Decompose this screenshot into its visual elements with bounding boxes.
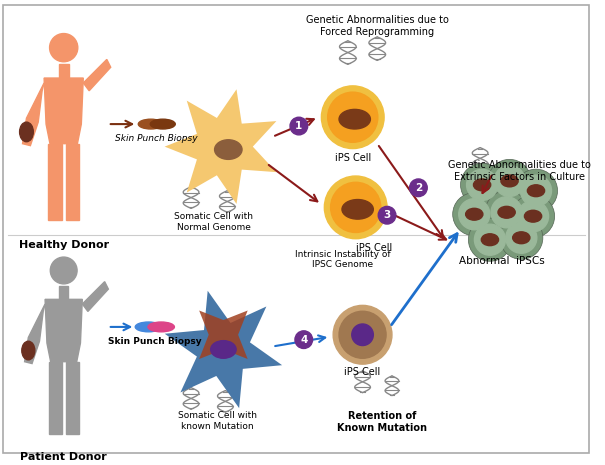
- Ellipse shape: [474, 179, 491, 191]
- Circle shape: [500, 216, 543, 259]
- Circle shape: [488, 159, 531, 202]
- Ellipse shape: [19, 122, 33, 142]
- Circle shape: [491, 197, 522, 228]
- Ellipse shape: [352, 324, 373, 345]
- Circle shape: [290, 117, 308, 135]
- Circle shape: [410, 179, 427, 197]
- Polygon shape: [199, 311, 247, 359]
- Bar: [48, 144, 62, 220]
- Circle shape: [328, 92, 378, 142]
- Text: 1: 1: [295, 121, 302, 131]
- Circle shape: [378, 206, 396, 224]
- Polygon shape: [22, 83, 44, 146]
- Circle shape: [466, 169, 498, 200]
- Text: Skin Punch Biopsy: Skin Punch Biopsy: [116, 134, 198, 143]
- Bar: [59, 286, 68, 299]
- Text: 3: 3: [384, 210, 391, 220]
- Ellipse shape: [512, 232, 530, 244]
- Bar: [65, 362, 79, 434]
- Circle shape: [460, 163, 503, 206]
- Circle shape: [321, 86, 384, 149]
- Circle shape: [511, 195, 555, 238]
- Circle shape: [517, 201, 549, 232]
- Polygon shape: [82, 282, 108, 312]
- Circle shape: [324, 176, 387, 239]
- Circle shape: [468, 218, 511, 261]
- Text: Somatic Cell with
known Mutation: Somatic Cell with known Mutation: [178, 411, 257, 431]
- Bar: [49, 362, 62, 434]
- Text: iPS Cell: iPS Cell: [344, 367, 381, 377]
- Ellipse shape: [139, 119, 163, 129]
- Bar: [66, 144, 79, 220]
- Polygon shape: [45, 299, 82, 362]
- Text: Somatic Cell with
Normal Genome: Somatic Cell with Normal Genome: [174, 213, 253, 232]
- Circle shape: [520, 175, 552, 206]
- Text: Healthy Donor: Healthy Donor: [19, 240, 109, 250]
- Circle shape: [485, 191, 528, 234]
- Ellipse shape: [150, 119, 175, 129]
- Circle shape: [295, 331, 313, 348]
- Text: 4: 4: [300, 335, 307, 345]
- Circle shape: [339, 311, 386, 358]
- Text: iPS Cell: iPS Cell: [335, 153, 371, 164]
- Ellipse shape: [501, 175, 518, 187]
- Circle shape: [459, 199, 490, 230]
- Ellipse shape: [528, 185, 544, 197]
- Ellipse shape: [466, 208, 483, 220]
- Text: Abnormal  iPSCs: Abnormal iPSCs: [459, 256, 544, 266]
- Ellipse shape: [22, 341, 35, 360]
- Polygon shape: [25, 304, 45, 364]
- Polygon shape: [165, 89, 276, 204]
- Text: Intrinsic Instability of
IPSC Genome: Intrinsic Instability of IPSC Genome: [295, 250, 391, 269]
- Ellipse shape: [525, 210, 541, 222]
- Text: Genetic Abnormalities due to
Extrinsic Factors in Culture: Genetic Abnormalities due to Extrinsic F…: [448, 160, 590, 182]
- Circle shape: [453, 193, 496, 236]
- Circle shape: [506, 222, 537, 253]
- Text: Retention of
Known Mutation: Retention of Known Mutation: [337, 411, 427, 433]
- Polygon shape: [44, 78, 83, 144]
- Ellipse shape: [498, 206, 515, 218]
- Bar: [59, 64, 68, 78]
- Circle shape: [330, 182, 381, 232]
- Circle shape: [474, 224, 505, 255]
- Text: iPS Cell: iPS Cell: [356, 243, 392, 252]
- Text: Patient Donor: Patient Donor: [21, 452, 107, 462]
- Circle shape: [514, 169, 558, 213]
- Circle shape: [50, 257, 77, 284]
- Ellipse shape: [482, 234, 499, 246]
- Circle shape: [50, 33, 78, 62]
- Ellipse shape: [211, 341, 236, 358]
- Polygon shape: [83, 60, 111, 91]
- Circle shape: [333, 306, 392, 364]
- Text: Genetic Abnormalities due to
Forced Reprogramming: Genetic Abnormalities due to Forced Repr…: [306, 15, 449, 37]
- Circle shape: [494, 166, 525, 196]
- Ellipse shape: [136, 322, 162, 332]
- Ellipse shape: [339, 109, 370, 129]
- Ellipse shape: [215, 140, 242, 159]
- Ellipse shape: [148, 322, 174, 332]
- Text: Skin Punch Biopsy: Skin Punch Biopsy: [108, 337, 201, 345]
- Ellipse shape: [342, 199, 373, 219]
- Text: 2: 2: [415, 183, 422, 193]
- Polygon shape: [165, 291, 282, 408]
